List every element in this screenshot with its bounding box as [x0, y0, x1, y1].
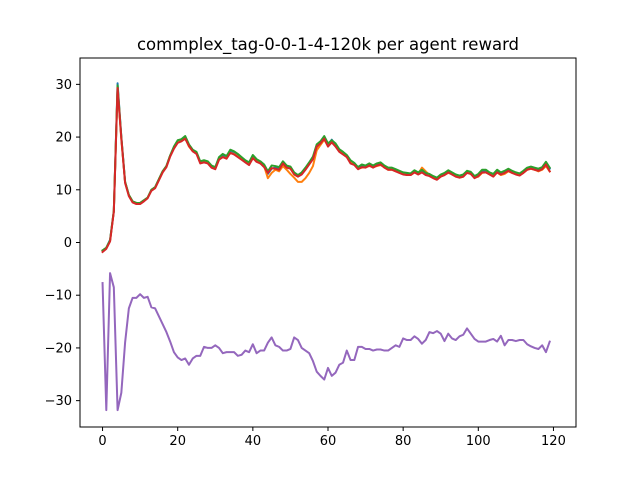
x-tick-label: 80 [395, 434, 412, 449]
series-line-4 [101, 87, 552, 254]
x-tick-label: 20 [169, 434, 186, 449]
y-tick-label: −30 [45, 394, 72, 409]
series-line-5 [101, 272, 551, 412]
x-tick-label: 60 [320, 434, 337, 449]
axes-layer: 0 20 40 60 80 100 120 −30 −20 −10 0 10 20 30 [45, 57, 577, 449]
series-line-3 [101, 84, 552, 252]
x-tick-label: 0 [98, 434, 106, 449]
x-tick-label: 100 [466, 434, 491, 449]
y-tick-label: 20 [55, 131, 72, 146]
y-tick-label: −10 [45, 289, 72, 304]
x-tick-label: 120 [541, 434, 566, 449]
series-layer [101, 82, 552, 412]
x-tick-label: 40 [245, 434, 262, 449]
y-tick-label: −20 [45, 341, 72, 356]
chart-title: commplex_tag-0-0-1-4-120k per agent rewa… [137, 35, 519, 55]
y-tick-label: 10 [55, 183, 72, 198]
y-tick-label: 30 [55, 78, 72, 93]
y-tick-label: 0 [64, 236, 72, 251]
